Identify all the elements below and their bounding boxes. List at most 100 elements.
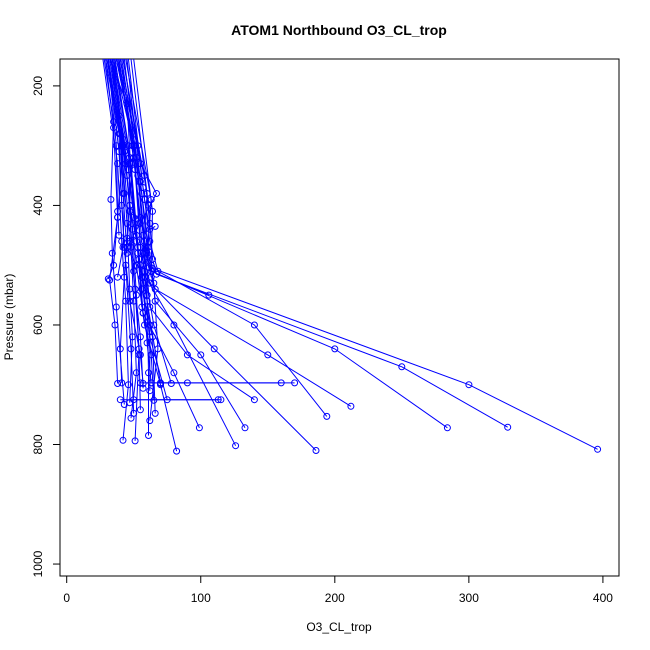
- x-tick-label: 300: [459, 591, 479, 605]
- data-point: [126, 285, 134, 293]
- data-point: [108, 249, 116, 257]
- data-point: [170, 321, 178, 329]
- y-axis: 200 400 600 800 1000: [31, 76, 61, 577]
- data-point: [130, 396, 138, 404]
- data-point: [122, 297, 130, 305]
- x-tick-label: 0: [63, 591, 70, 605]
- data-point: [183, 379, 191, 387]
- data-point: [210, 345, 218, 353]
- data-point: [167, 380, 175, 387]
- data-point: [504, 423, 512, 431]
- data-point: [112, 303, 120, 311]
- data-point: [143, 339, 151, 347]
- series-line-1: [119, 59, 209, 296]
- data-point: [119, 243, 127, 251]
- x-axis-label: O3_CL_trop: [306, 620, 372, 634]
- data-point: [147, 261, 155, 269]
- data-point: [153, 270, 160, 278]
- data-point: [398, 363, 406, 371]
- data-point: [110, 124, 118, 132]
- x-tick-label: 400: [593, 591, 613, 605]
- data-point: [136, 333, 144, 341]
- series-line-12: [102, 59, 129, 441]
- data-point: [127, 345, 135, 353]
- series-line-32: [109, 59, 144, 389]
- data-point: [217, 396, 225, 404]
- series-line-20: [130, 59, 508, 428]
- data-point: [119, 436, 127, 444]
- data-point: [197, 351, 205, 359]
- data-point: [134, 243, 142, 251]
- series-line-37: [122, 59, 156, 231]
- y-tick-label: 800: [31, 434, 45, 454]
- series-line-38: [107, 59, 120, 236]
- data-point: [241, 424, 249, 432]
- data-point: [136, 213, 144, 221]
- data-point: [123, 249, 131, 257]
- data-point: [104, 275, 112, 283]
- y-tick-label: 200: [31, 76, 45, 96]
- data-point: [124, 381, 132, 389]
- series-line-21: [126, 59, 598, 450]
- series-line-39: [111, 59, 128, 254]
- data-point: [128, 225, 136, 233]
- data-point: [126, 297, 134, 305]
- data-point: [195, 424, 203, 432]
- x-axis: 0 100 200 300 400: [63, 575, 613, 605]
- data-point: [151, 222, 159, 230]
- data-point: [114, 207, 122, 215]
- data-point: [151, 285, 159, 293]
- data-point: [146, 417, 154, 425]
- data-point: [135, 351, 143, 359]
- data-point: [145, 432, 152, 439]
- data-point: [153, 190, 160, 197]
- data-point: [146, 321, 154, 329]
- plot-area: [102, 59, 602, 455]
- data-point: [147, 273, 155, 281]
- data-point: [141, 196, 148, 203]
- series-line-29: [107, 59, 144, 384]
- series-line-19: [123, 59, 448, 429]
- data-point: [146, 303, 154, 311]
- data-point: [173, 447, 181, 455]
- series-line-35: [113, 59, 143, 308]
- x-tick-label: 100: [191, 591, 211, 605]
- data-point: [115, 112, 123, 120]
- data-point: [149, 207, 156, 215]
- data-point: [139, 384, 147, 392]
- data-point: [107, 196, 115, 203]
- data-point: [312, 447, 320, 454]
- series-line-22: [133, 59, 246, 429]
- y-tick-label: 1000: [31, 550, 45, 577]
- data-point: [114, 380, 122, 387]
- data-point: [331, 345, 339, 353]
- data-point: [151, 409, 159, 417]
- series-line-34: [110, 59, 125, 278]
- data-point: [146, 225, 154, 233]
- data-point: [116, 396, 124, 404]
- data-point: [114, 160, 122, 168]
- data-point: [106, 276, 114, 284]
- data-point: [170, 369, 178, 377]
- x-tick-label: 200: [325, 591, 345, 605]
- y-tick-label: 600: [31, 315, 45, 335]
- data-point: [250, 396, 258, 404]
- y-tick-label: 400: [31, 195, 45, 215]
- data-point: [119, 190, 127, 197]
- data-point: [183, 351, 191, 359]
- data-point: [110, 261, 118, 269]
- y-axis-label: Pressure (mbar): [2, 274, 16, 361]
- data-point: [128, 333, 136, 341]
- data-point: [134, 142, 142, 150]
- data-point: [465, 381, 473, 389]
- series-line-36: [118, 59, 152, 278]
- data-point: [146, 387, 154, 395]
- data-point: [347, 402, 355, 410]
- data-point: [131, 437, 139, 445]
- series-line-31: [115, 59, 152, 383]
- series-line-10: [121, 59, 159, 421]
- data-point: [151, 297, 159, 305]
- data-point: [323, 412, 331, 420]
- series-line-11: [110, 59, 140, 441]
